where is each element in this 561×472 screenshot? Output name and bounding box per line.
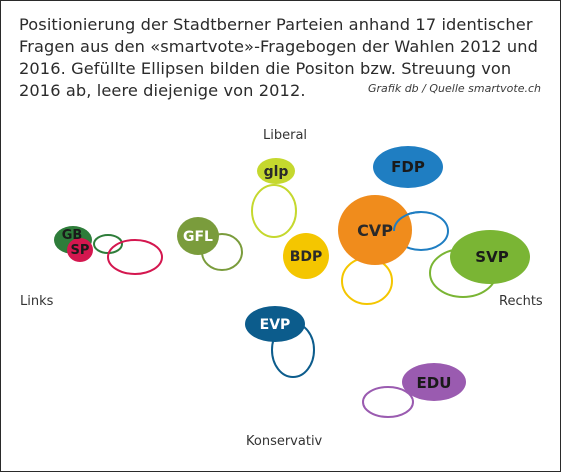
- title-line: Fragen aus den «smartvote»-Fragebogen de…: [19, 37, 538, 56]
- title-line: Positionierung der Stadtberner Parteien …: [19, 15, 533, 34]
- party-label-evp: EVP: [260, 317, 291, 333]
- party-label-sp: SP: [71, 243, 90, 258]
- ellipse-2012-bdp: [341, 257, 393, 305]
- axis-label-rechts: Rechts: [499, 294, 543, 309]
- party-label-svp: SVP: [475, 248, 508, 266]
- ellipse-2012-edu: [362, 386, 414, 418]
- chart-title: Positionierung der Stadtberner Parteien …: [19, 14, 549, 102]
- party-label-edu: EDU: [417, 374, 452, 392]
- ellipse-2012-sp: [107, 239, 163, 275]
- axis-label-konservativ: Konservativ: [246, 434, 323, 449]
- ellipse-2016-cvp: [338, 195, 412, 265]
- title-line: 2016 ab, leere diejenige von 2012.: [19, 81, 306, 100]
- ellipse-2016-gfl: [177, 217, 219, 255]
- axis-label-liberal: Liberal: [263, 128, 308, 143]
- ellipse-2016-bdp: [283, 233, 329, 279]
- ellipse-2016-fdp: [373, 146, 443, 188]
- party-label-gb: GB: [62, 228, 83, 243]
- source-credit: Grafik db / Quelle smartvote.ch: [367, 82, 541, 95]
- ellipse-2012-glp: [251, 184, 297, 238]
- axis-label-links: Links: [20, 294, 54, 309]
- party-label-cvp: CVP: [357, 221, 393, 240]
- ellipse-2016-evp: [245, 306, 305, 342]
- ellipse-2016-glp: [257, 158, 295, 184]
- ellipse-2016-edu: [402, 363, 466, 401]
- party-label-bdp: BDP: [290, 249, 323, 265]
- ellipse-2016-sp: [67, 238, 93, 262]
- party-label-glp: glp: [264, 164, 289, 180]
- party-label-gfl: GFL: [183, 229, 213, 245]
- party-label-fdp: FDP: [391, 158, 425, 176]
- ellipse-2016-svp: [450, 230, 530, 284]
- ellipse-2012-cvp-overlay: [393, 211, 422, 232]
- title-line: 2016. Gefüllte Ellipsen bilden die Posit…: [19, 59, 512, 78]
